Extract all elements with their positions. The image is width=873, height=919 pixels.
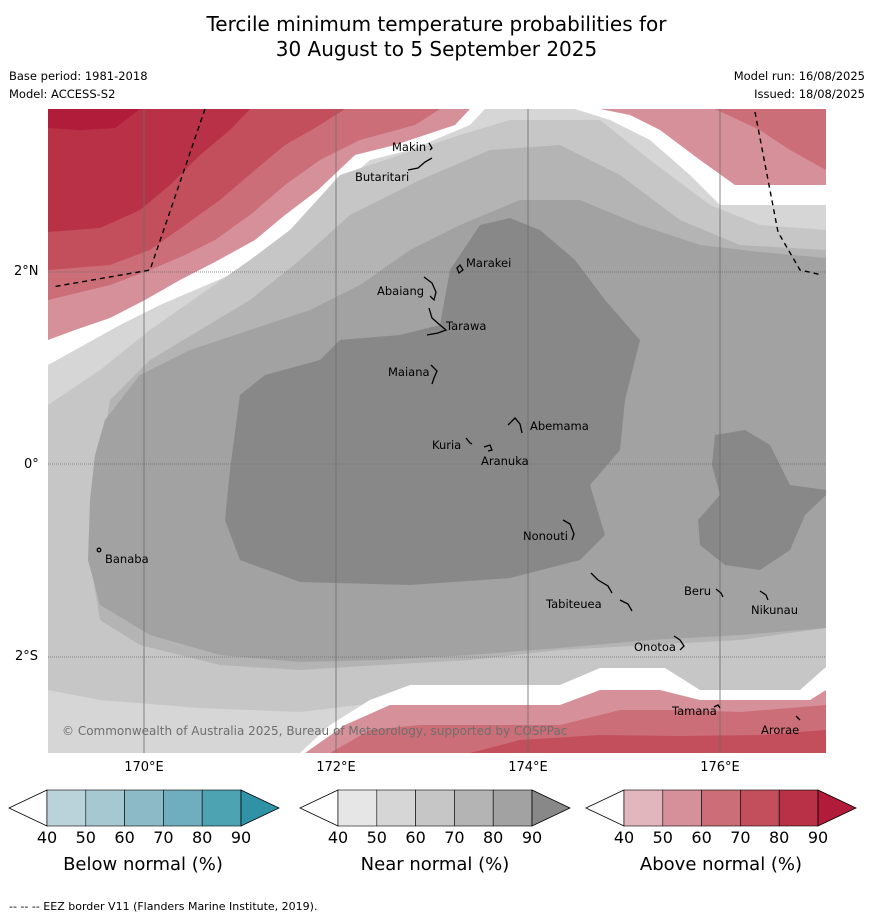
lat-tick-2n: 2°N (14, 264, 39, 279)
colorbar-tick-label: 60 (405, 828, 426, 847)
above-normal-50-topright (715, 109, 826, 170)
place-nikunau: Nikunau (751, 603, 799, 617)
colorbar-segment (201, 789, 242, 827)
colorbar-segment (662, 789, 702, 827)
lon-tick-172e: 172°E (316, 760, 356, 775)
colorbar-tick-label: 60 (691, 828, 712, 847)
colorbar-segment (163, 789, 203, 827)
place-tarawa: Tarawa (446, 319, 487, 333)
colorbar-over-triangle (240, 789, 280, 827)
colorbar-tick-label: 40 (613, 828, 635, 847)
colorbar-above-normal (585, 789, 857, 827)
near-normal-80-region (225, 218, 640, 585)
place-arorae: Arorae (761, 723, 800, 737)
colorbar-tick-label: 90 (521, 828, 543, 847)
colorbar-under-triangle (585, 789, 625, 827)
place-beru: Beru (684, 584, 711, 598)
colorbar-segment (623, 789, 664, 827)
colorbar-under-triangle (8, 789, 48, 827)
colorbar-tick-label: 50 (652, 828, 673, 847)
colorbar-segment (124, 789, 164, 827)
place-nonouti: Nonouti (523, 529, 568, 543)
lat-tick-2s: 2°S (15, 649, 39, 664)
colorbar-segment (778, 789, 819, 827)
near-normal-80-region-east (698, 430, 826, 570)
lon-tick-170e: 170°E (124, 760, 164, 775)
colorbar-tick-label: 80 (192, 828, 213, 847)
place-tabiteuea: Tabiteuea (546, 597, 602, 611)
colorbar-over-triangle (531, 789, 571, 827)
place-marakei: Marakei (466, 256, 512, 270)
colorbar-segment (492, 789, 533, 827)
colorbar-segment (337, 789, 378, 827)
place-tamana: Tamana (672, 704, 717, 718)
colorbar-segment (454, 789, 494, 827)
colorbar-tick-label: 80 (769, 828, 790, 847)
above-normal-60-bottom (470, 730, 826, 753)
colorbar-below-normal (8, 789, 280, 827)
colorbars (8, 789, 857, 827)
colorbar-tick-label: 50 (366, 828, 387, 847)
colorbar-tick-label: 70 (730, 828, 751, 847)
colorbar-tick-label: 50 (75, 828, 96, 847)
lon-tick-176e: 176°E (700, 760, 740, 775)
above-normal-70-topleft (48, 109, 250, 232)
base-period: Base period: 1981-2018 (9, 69, 148, 83)
island-outlines (96, 142, 801, 721)
colorbar-tick-label: 90 (807, 828, 829, 847)
colorbar-segment (415, 789, 455, 827)
colorbar-segment (376, 789, 416, 827)
colorbar-tick-label: 70 (444, 828, 465, 847)
colorbar-tick-label: 90 (230, 828, 252, 847)
place-butaritari: Butaritari (355, 170, 410, 184)
probability-map (48, 109, 826, 753)
place-abemama: Abemama (530, 419, 589, 433)
colorbar-over-triangle (817, 789, 857, 827)
place-aranuka: Aranuka (481, 454, 529, 468)
place-banaba: Banaba (105, 552, 149, 566)
place-abaiang: Abaiang (377, 284, 425, 298)
place-maiana: Maiana (388, 365, 430, 379)
colorbar-tick-label: 80 (483, 828, 504, 847)
colorbar-segment (46, 789, 87, 827)
colorbar-tick-label: 40 (36, 828, 58, 847)
model-info: Base period: 1981-2018 Model: ACCESS-S2 (9, 67, 148, 103)
map-title: Tercile minimum temperature probabilitie… (0, 12, 873, 62)
title-line-1: Tercile minimum temperature probabilitie… (206, 12, 667, 36)
eez-footnote: -- -- -- EEZ border V11 (Flanders Marine… (9, 900, 318, 913)
lat-tick-0: 0° (24, 457, 39, 472)
model-name: Model: ACCESS-S2 (9, 87, 116, 101)
colorbar-segment (740, 789, 780, 827)
eez-border (51, 109, 823, 288)
colorbar-below-normal-label: Below normal (%) (63, 854, 223, 875)
colorbar-segment (701, 789, 741, 827)
issued-date: Issued: 18/08/2025 (754, 87, 865, 101)
run-info: Model run: 16/08/2025 Issued: 18/08/2025 (734, 67, 865, 103)
colorbar-under-triangle (299, 789, 339, 827)
colorbar-near-normal-label: Near normal (%) (360, 854, 510, 875)
place-onotoa: Onotoa (634, 640, 676, 654)
above-normal-80-topleft (48, 109, 140, 130)
title-line-2: 30 August to 5 September 2025 (275, 37, 598, 61)
colorbar-segment (85, 789, 125, 827)
place-makin: Makin (392, 140, 427, 154)
colorbar-tick-label: 60 (114, 828, 135, 847)
colorbar-tick-label: 40 (327, 828, 349, 847)
colorbar-tick-label: 70 (153, 828, 174, 847)
colorbar-above-normal-label: Above normal (%) (639, 854, 803, 875)
lon-tick-174e: 174°E (508, 760, 548, 775)
colorbar-near-normal (299, 789, 571, 827)
copyright-notice: © Commonwealth of Australia 2025, Bureau… (62, 724, 568, 738)
model-run: Model run: 16/08/2025 (733, 69, 865, 83)
graticule (48, 109, 826, 753)
place-kuria: Kuria (432, 438, 462, 452)
